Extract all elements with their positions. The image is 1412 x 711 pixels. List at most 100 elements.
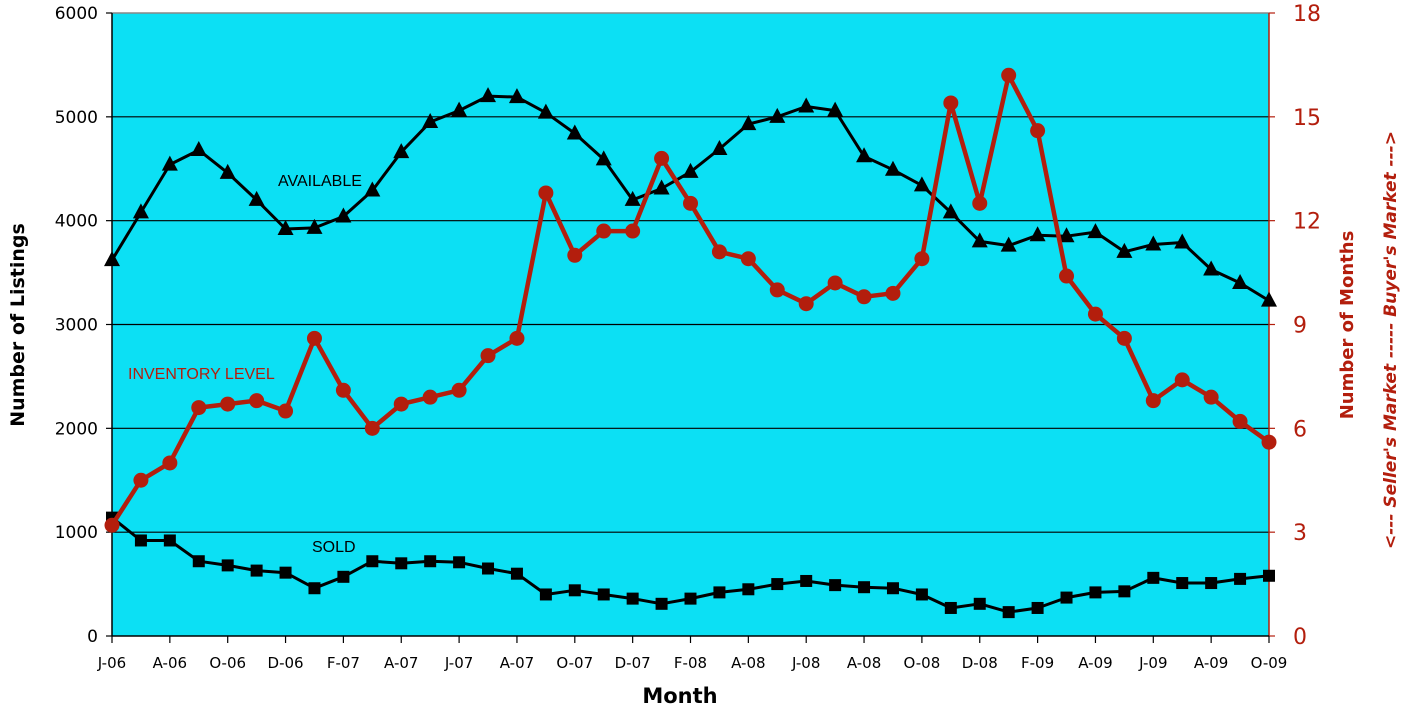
sold-point [1031,601,1044,614]
x-tick-label: F-08 [674,654,707,672]
available-point [1232,273,1249,289]
available-point [537,103,554,119]
inventory-level-point [1203,389,1219,405]
inventory-level-point [740,251,756,267]
y2-tick-label: 18 [1293,2,1321,27]
sold-point [510,567,523,580]
available-point [913,176,930,192]
labels-layer: 0 0 1000 3 2000 6 3000 9 4000 12 5000 15 6000 18 J-06 A… [7,2,1401,708]
inventory-level-point [249,393,265,409]
inventory-level-point [278,403,294,419]
available-point [769,107,786,123]
sold-point [655,597,668,610]
sold-point [1263,569,1275,582]
inventory-level-point [162,455,178,471]
sold-point [395,557,408,570]
available-point [104,251,120,267]
axes [106,12,1275,643]
available-point [595,150,612,166]
available-point [856,147,873,163]
sold-point [250,564,263,577]
available-point [1174,233,1191,249]
available-point [1000,236,1017,252]
available-point [190,141,207,157]
inventory-level-point [798,296,814,312]
inventory-level-point [1087,306,1103,322]
sold-point [134,534,147,547]
sold-point [482,562,495,575]
available-point [942,203,959,219]
inventory-level-point [596,223,612,239]
sold-point [337,570,350,583]
inventory-level-point [654,150,670,166]
x-tick-label: D-08 [962,654,998,672]
sold-point [539,588,552,601]
inventory-level-point [1261,434,1277,450]
series-annotation: AVAILABLE [278,173,362,190]
x-tick-label: A-08 [847,654,881,672]
inventory-level-point [683,195,698,211]
available-point [653,179,670,195]
available-point [1145,235,1162,251]
available-point [132,203,149,219]
inventory-level-point [422,389,438,405]
x-tick-label: A-09 [1078,654,1112,672]
sold-point [858,581,871,594]
y2-tick-label: 6 [1293,417,1307,442]
sold-point [366,555,379,568]
x-tick-label: A-07 [384,654,418,672]
x-tick-label: J-06 [97,654,126,672]
available-point [740,115,757,131]
series-annotation: SOLD [312,539,356,556]
available-point [335,207,352,223]
inventory-level-point [1174,372,1190,388]
inventory-level-point [856,289,872,305]
sold-point [800,574,813,587]
y-tick-label: 3000 [55,316,98,336]
sold-point [973,597,986,610]
x-tick-label: O-07 [556,654,593,672]
x-axis-title: Month [642,684,717,708]
inventory-level-point [1059,268,1075,284]
available-point [508,88,525,104]
inventory-level-point [191,400,207,416]
y2-tick-label: 12 [1293,210,1321,235]
available-point [277,219,294,235]
inventory-level-point [1030,123,1046,139]
sold-point [829,579,842,592]
available-point [451,101,468,117]
inventory-level-point [567,247,583,263]
x-tick-label: A-09 [1194,654,1228,672]
inventory-level-point [306,330,322,346]
sold-point [424,555,437,568]
available-point [480,87,497,103]
x-tick-label: O-09 [1251,654,1288,672]
sold-point [597,588,610,601]
inventory-level-point [972,195,988,211]
available-point [1116,242,1133,258]
x-tick-label: F-07 [327,654,360,672]
available-point [1203,260,1220,276]
y-tick-label: 1000 [55,523,98,543]
inventory-level-point [914,251,930,267]
gridlines [112,116,1269,533]
inventory-level-point [364,420,380,436]
inventory-level-point [393,396,409,412]
inventory-level-point [509,330,525,346]
y-tick-label: 5000 [55,108,98,128]
available-point [624,190,641,206]
inventory-level-point [220,396,236,412]
sold-point [1118,585,1131,598]
available-point [393,143,410,159]
sold-point [742,583,755,596]
x-tick-label: O-06 [209,654,246,672]
sold-point [1002,606,1015,619]
inventory-level-point [885,285,901,301]
sold-point [1176,577,1189,590]
x-tick-label: J-07 [444,654,473,672]
sold-point [163,534,176,547]
available-point [161,155,178,171]
sold-point [1234,572,1247,585]
sold-point [915,588,928,601]
available-point [711,140,728,156]
